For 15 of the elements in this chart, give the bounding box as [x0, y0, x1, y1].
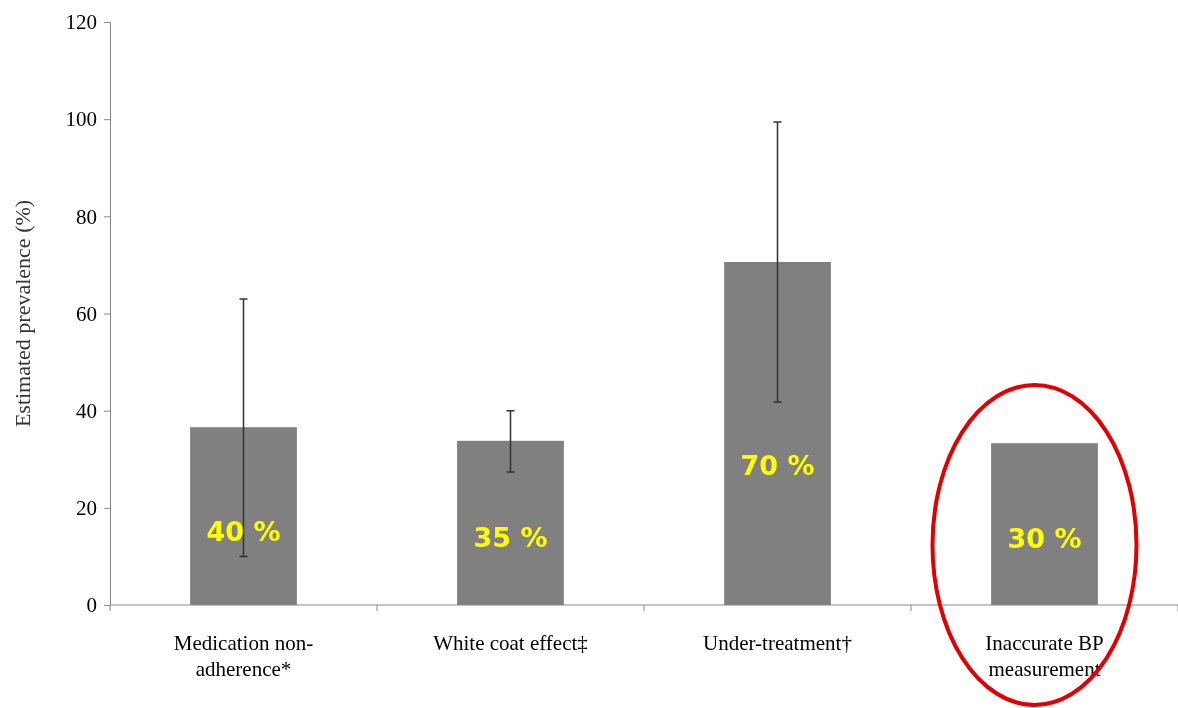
annotation: 70 %: [740, 450, 815, 482]
y-axis-title: Estimated prevalence (%): [10, 199, 35, 428]
annotation: 35 %: [473, 521, 548, 553]
y-tick-label: 80: [76, 204, 97, 229]
annotation: 40 %: [206, 516, 281, 548]
y-tick-label: 120: [65, 10, 97, 35]
y-tick-label: 20: [76, 496, 97, 521]
annotation: 30 %: [1007, 522, 1082, 554]
x-tick-label: Under-treatment†: [703, 631, 852, 655]
y-tick-label: 100: [65, 107, 97, 132]
x-tick-label: Medication non-adherence*: [173, 631, 314, 682]
x-tick-label: White coat effect‡: [433, 631, 588, 655]
y-tick-label: 0: [86, 593, 97, 618]
y-tick-label: 40: [76, 398, 97, 423]
y-tick-label: 60: [76, 301, 97, 326]
